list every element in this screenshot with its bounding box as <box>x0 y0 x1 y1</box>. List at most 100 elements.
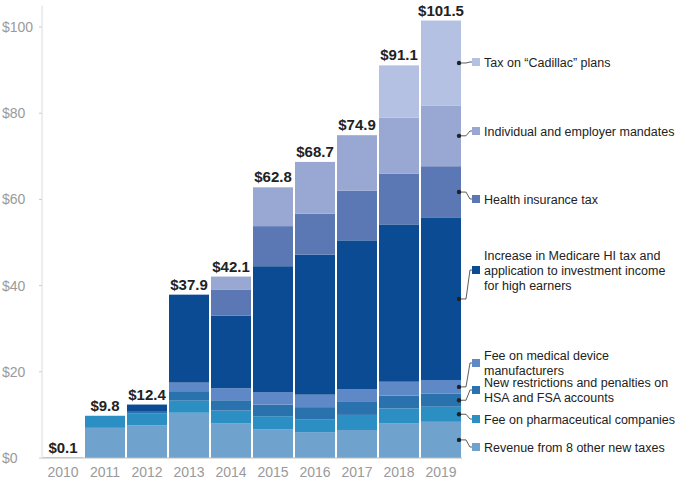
bar-segment <box>211 290 251 316</box>
legend-swatch <box>472 415 480 423</box>
bar-segment <box>127 413 167 425</box>
bar-segment <box>169 383 209 392</box>
legend-dot <box>457 61 461 65</box>
y-tick-label: $80 <box>2 105 26 121</box>
bar-segment <box>421 394 461 407</box>
legend-line: for high earners <box>484 279 572 293</box>
bar-segment <box>169 413 209 458</box>
bar-segment <box>337 430 377 458</box>
legend-line: Increase in Medicare HI tax and <box>484 249 661 263</box>
bar-segment <box>253 416 293 429</box>
bar-segment <box>211 316 251 388</box>
bar-segment <box>379 224 419 381</box>
x-axis <box>42 458 462 459</box>
bar-segment <box>295 407 335 419</box>
legend-line: Individual and employer mandates <box>484 125 674 139</box>
legend-label: Individual and employer mandates <box>484 125 674 139</box>
legend-line: manufacturers <box>484 364 564 378</box>
bar-segment <box>85 428 125 458</box>
legend-dot <box>457 438 461 442</box>
legend-dot <box>457 412 461 416</box>
bar-segment <box>253 392 293 404</box>
legend-label: Fee on medical devicemanufacturers <box>484 349 609 378</box>
x-tick-label: 2017 <box>341 464 372 480</box>
bar-segment <box>253 187 293 226</box>
bar-segment <box>295 161 335 162</box>
bar-segment <box>169 294 209 295</box>
x-tick-label: 2012 <box>131 464 162 480</box>
bar-segment <box>421 218 461 380</box>
bar-segment <box>253 187 293 188</box>
legend-swatch <box>472 127 480 135</box>
legend-leader <box>459 363 472 387</box>
bar-segment <box>211 277 251 290</box>
bar-segment <box>85 415 125 416</box>
bar-segment <box>337 191 377 241</box>
bar-segment <box>127 411 167 413</box>
x-tick-label: 2016 <box>299 464 330 480</box>
legend-line: application to investment income <box>484 264 665 278</box>
legend-swatch <box>472 386 480 394</box>
legend-line: Fee on pharmaceutical companies <box>484 413 675 427</box>
legend-dot <box>457 385 461 389</box>
legend-swatch <box>472 443 480 451</box>
bar-segment <box>337 135 377 136</box>
total-label: $101.5 <box>418 2 464 19</box>
total-label: $74.9 <box>338 116 376 133</box>
bar-segment <box>337 240 377 389</box>
legend-swatch <box>472 266 480 274</box>
x-tick-label: 2015 <box>257 464 288 480</box>
bar-segment <box>85 415 125 416</box>
legend-label: Fee on pharmaceutical companies <box>484 413 675 427</box>
bar-segment <box>379 396 419 409</box>
bar-segment <box>85 415 125 416</box>
x-tick-label: 2013 <box>173 464 204 480</box>
legend-label: Increase in Medicare HI tax andapplicati… <box>484 249 665 293</box>
bar-segment <box>211 400 251 410</box>
y-tick-label: $20 <box>2 364 26 380</box>
bar-segment <box>421 105 461 166</box>
legend-label: New restrictions and penalties onHSA and… <box>484 376 668 405</box>
total-label: $0.1 <box>48 439 77 456</box>
bars <box>43 21 461 458</box>
legend-swatch <box>472 195 480 203</box>
bar-segment <box>379 118 419 174</box>
bar-segment <box>85 415 125 416</box>
legend-dot <box>457 297 461 301</box>
bar-segment <box>85 415 125 416</box>
bar-segment <box>337 389 377 402</box>
bar-segment <box>211 276 251 277</box>
bar-segment <box>169 294 209 295</box>
bar-segment <box>337 135 377 191</box>
bar-segment <box>253 429 293 458</box>
bar-segment <box>295 419 335 432</box>
legend-leader <box>459 440 472 447</box>
bar-segment <box>421 166 461 218</box>
y-tick-label: $0 <box>2 450 18 466</box>
bar-segment <box>169 295 209 383</box>
bar-segment <box>127 404 167 405</box>
bar-segment <box>211 424 251 458</box>
bar-segment <box>211 388 251 400</box>
bar-segment <box>127 425 167 458</box>
bar-segment <box>127 404 167 405</box>
x-tick-label: 2018 <box>383 464 414 480</box>
chart: $0$20$40$60$80$1002010201120122013201420… <box>0 0 680 483</box>
y-axis <box>42 5 43 458</box>
legend-line: Fee on medical device <box>484 349 609 363</box>
legend-line: Revenue from 8 other new taxes <box>484 441 665 455</box>
total-label: $12.4 <box>128 386 166 403</box>
bar-segment <box>379 174 419 225</box>
bar-segment <box>85 415 125 416</box>
total-label: $42.1 <box>212 258 250 275</box>
bar-segment <box>337 402 377 415</box>
total-label: $9.8 <box>90 397 119 414</box>
total-label: $91.1 <box>380 46 418 63</box>
x-tick-label: 2010 <box>47 464 78 480</box>
y-tick-label: $40 <box>2 278 26 294</box>
bar-segment <box>253 405 293 417</box>
bar-segment <box>295 214 335 255</box>
x-tick-label: 2014 <box>215 464 246 480</box>
legend-leader <box>459 270 472 299</box>
bar-segment <box>421 407 461 422</box>
